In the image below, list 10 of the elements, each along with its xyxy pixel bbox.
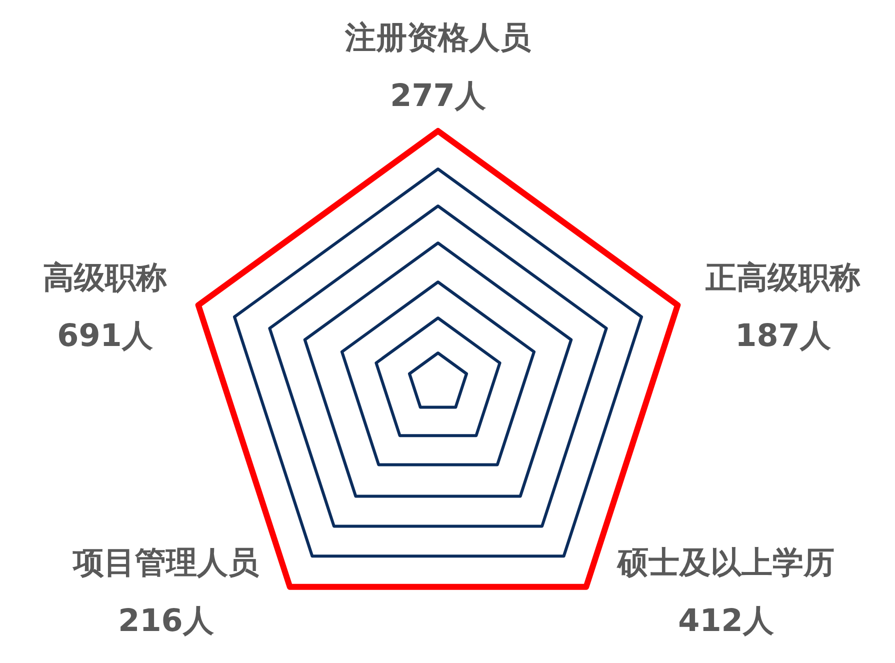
data-label: 216人	[118, 603, 214, 639]
data-label: 277人	[390, 78, 486, 114]
category-label: 正高级职称	[706, 259, 860, 298]
data-label: 691人	[57, 318, 153, 354]
category-label: 项目管理人员	[73, 544, 259, 583]
data-label: 412人	[678, 603, 774, 639]
data-label: 187人	[735, 318, 831, 354]
category-label: 硕士及以上学历	[618, 544, 834, 583]
category-label: 高级职称	[43, 259, 167, 298]
category-label: 注册资格人员	[345, 19, 531, 58]
